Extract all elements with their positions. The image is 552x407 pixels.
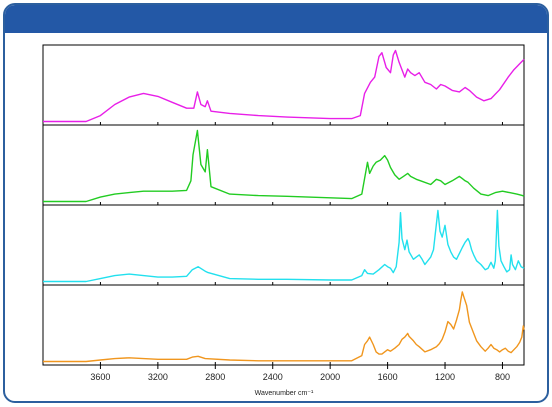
x-tick-label: 2400 xyxy=(263,372,283,382)
figure-frame: 3600 3200 2800 2400 2000 1600 1200 800 Wavenumb… xyxy=(3,3,549,403)
panels xyxy=(43,49,525,365)
ir-spectra-chart: 3600 3200 2800 2400 2000 1600 1200 800 Wavenumb… xyxy=(42,44,525,397)
x-tick-label: 2800 xyxy=(205,372,225,382)
spectrum-line-3 xyxy=(43,209,525,283)
x-tick-label: 3600 xyxy=(90,372,110,382)
spectrum-line-4 xyxy=(43,291,525,363)
x-tick-label: 800 xyxy=(495,372,510,382)
spectrum-line-1 xyxy=(43,49,525,123)
x-axis-label: Wavenumber cm⁻¹ xyxy=(255,390,314,397)
x-tick-label: 2000 xyxy=(320,372,340,382)
header-bar xyxy=(5,5,547,33)
x-tick-label: 1200 xyxy=(435,372,455,382)
x-tick-label: 3200 xyxy=(148,372,168,382)
spectrum-line-2 xyxy=(43,129,525,203)
x-tick-label: 1600 xyxy=(378,372,398,382)
x-axis: 3600 3200 2800 2400 2000 1600 1200 800 xyxy=(90,365,510,382)
